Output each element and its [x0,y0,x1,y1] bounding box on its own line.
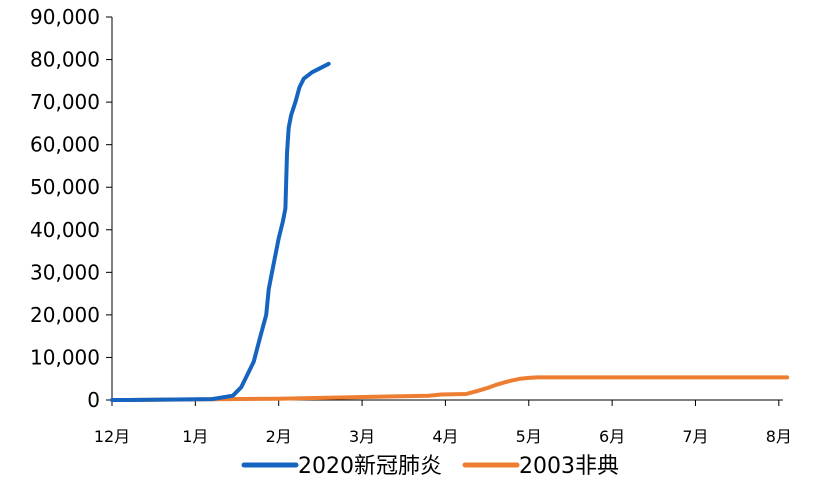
y-tick-label: 30,000 [30,260,100,284]
legend: 2020新冠肺炎 2003非典 [241,454,619,479]
legend-label: 2020新冠肺炎 [298,454,442,479]
x-tick-label: 4月 [432,427,458,446]
y-tick-label: 90,000 [30,5,100,29]
y-tick-label: 70,000 [30,90,100,114]
y-tick-label: 80,000 [30,48,100,72]
x-tick-label: 12月 [94,427,130,446]
y-tick-label: 60,000 [30,133,100,157]
x-tick-label: 2月 [266,427,292,446]
x-tick-label: 5月 [516,427,542,446]
x-tick-label: 1月 [182,427,208,446]
x-tick-label: 3月 [349,427,375,446]
y-tick-label: 50,000 [30,175,100,199]
y-tick-label: 20,000 [30,303,100,327]
series-line-2020 [110,61,331,402]
series-layer [110,61,790,402]
x-tick-label: 6月 [599,427,625,446]
y-tick-label: 10,000 [30,345,100,369]
legend-label: 2003非典 [519,454,619,479]
x-tick-label: 7月 [682,427,708,446]
series-line-2003 [122,375,790,402]
x-tick-label: 8月 [766,427,792,446]
axes: 0 10,000 20,000 30,000 40,000 50,000 60,000 70,… [30,5,792,446]
y-tick-label: 0 [87,388,100,412]
y-tick-label: 40,000 [30,218,100,242]
